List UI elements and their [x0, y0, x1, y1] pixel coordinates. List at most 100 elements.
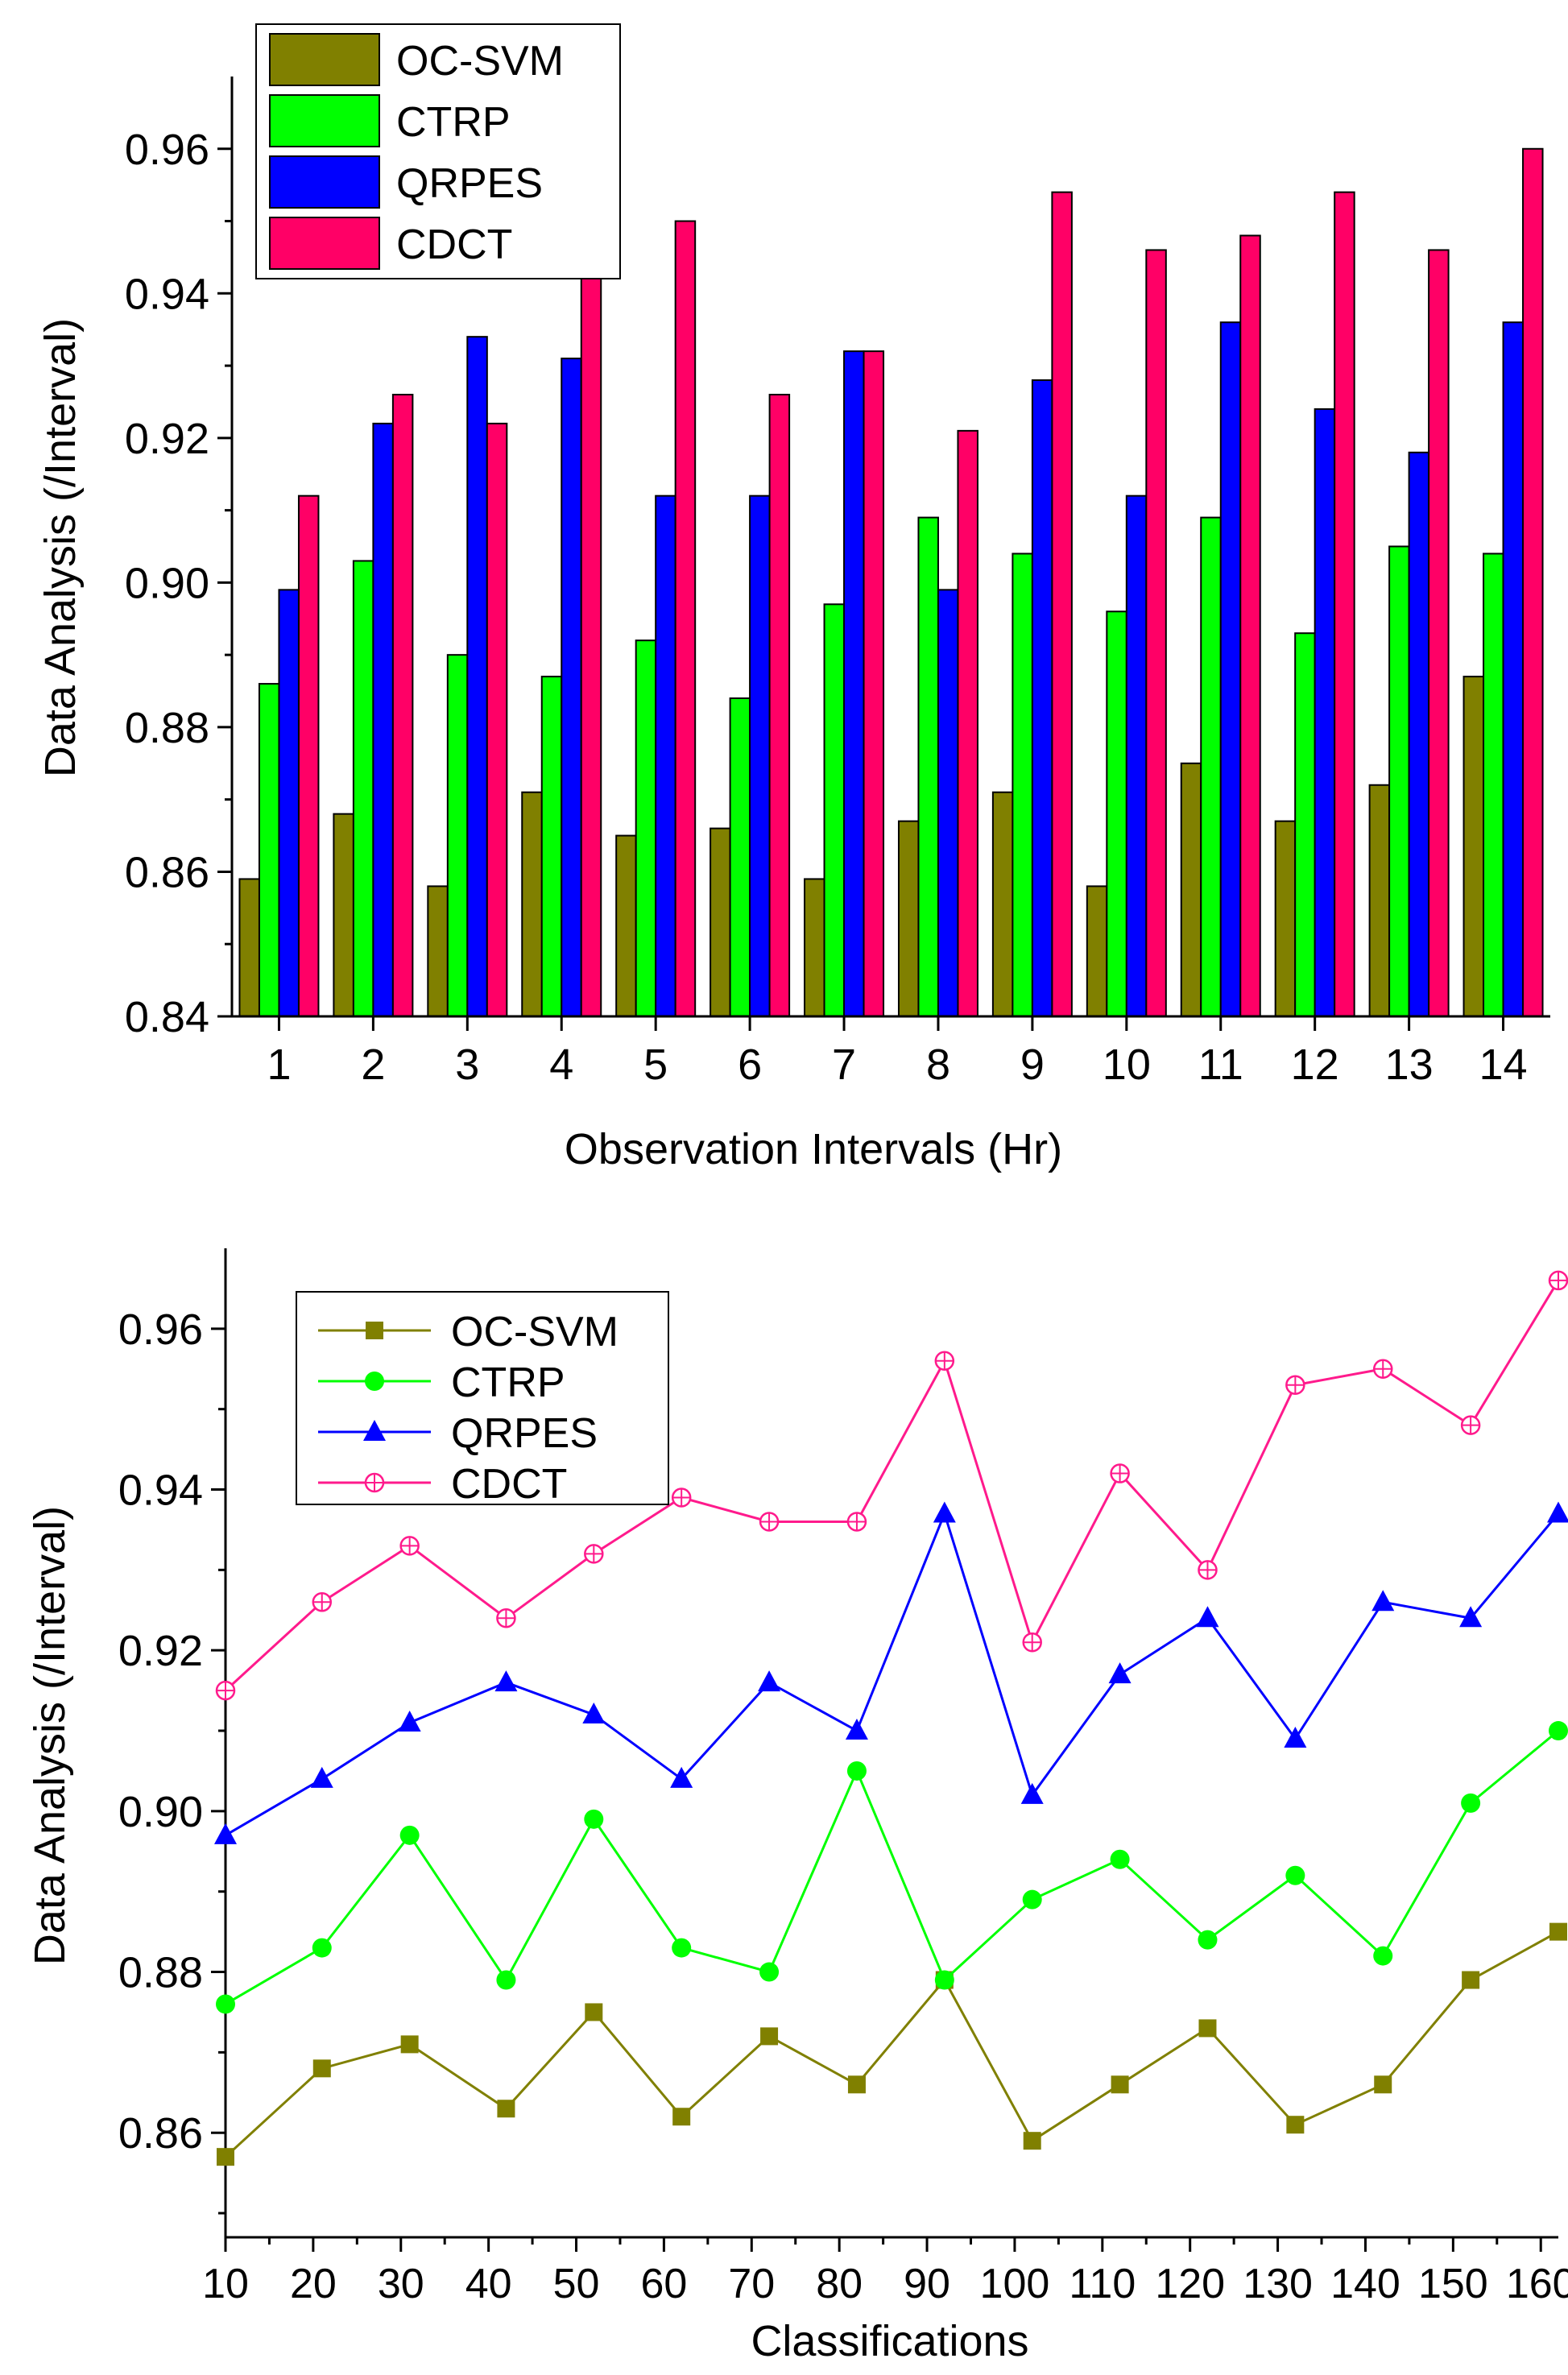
- bar-ctrp-10: [1106, 610, 1127, 1017]
- bar-cdct-6: [768, 393, 791, 1017]
- bar-qrpes-11: [1219, 321, 1242, 1017]
- bar-oc-svm-8: [897, 820, 920, 1017]
- point-qrpes-31: [398, 1711, 421, 1732]
- line-y-tick-label: 0.94: [118, 1467, 203, 1515]
- line-series-ctrp: [225, 1729, 1559, 2005]
- line-y-tick-label: 0.88: [118, 1949, 203, 1997]
- point-oc-svm-82: [847, 2075, 866, 2094]
- line-x-tick-label: 120: [1155, 2261, 1225, 2307]
- point-ctrp-142: [1373, 1946, 1393, 1966]
- bar-oc-svm-14: [1463, 676, 1485, 1017]
- legend-label-ctrp: CTRP: [451, 1359, 565, 1406]
- point-oc-svm-152: [1462, 1971, 1480, 1989]
- line-x-tick-label: 50: [553, 2261, 600, 2307]
- point-ctrp-42: [496, 1970, 516, 1990]
- legend-label-ctrp: CTRP: [396, 99, 511, 146]
- bar-cdct-7: [863, 350, 885, 1018]
- legend-swatch-ctrp: [269, 94, 380, 147]
- line-x-tick-label: 160: [1506, 2261, 1568, 2307]
- bar-qrpes-14: [1502, 321, 1525, 1017]
- line-x-tick-label: 140: [1330, 2261, 1400, 2307]
- bar-qrpes-2: [372, 422, 394, 1017]
- point-oc-svm-112: [1111, 2075, 1129, 2094]
- bar-x-tick-label: 13: [1385, 1041, 1434, 1089]
- bar-qrpes-12: [1314, 408, 1336, 1017]
- point-cdct-21: [312, 1592, 333, 1612]
- bar-ctrp-11: [1200, 516, 1222, 1017]
- point-cdct-31: [399, 1536, 420, 1556]
- line-y-axis-label: Data Analysis (/Interval): [26, 1506, 74, 1965]
- bar-legend: OC-SVM CTRP QRPES CDCT: [255, 23, 621, 279]
- bar-qrpes-4: [561, 358, 582, 1018]
- line-series-qrpes: [225, 1510, 1560, 1837]
- point-ctrp-92: [934, 1970, 954, 1990]
- point-qrpes-102: [1020, 1782, 1044, 1804]
- line-chart-axes: [224, 1248, 1558, 2239]
- bar-y-tick-label: 0.88: [125, 704, 209, 752]
- point-oc-svm-62: [672, 2108, 691, 2126]
- bar-chart-axes: [230, 77, 1550, 1018]
- point-ctrp-152: [1461, 1793, 1481, 1813]
- bar-y-tick-label: 0.90: [125, 559, 209, 607]
- legend-swatch-oc-svm: [269, 33, 380, 86]
- bar-cdct-3: [486, 422, 508, 1017]
- point-qrpes-52: [582, 1703, 606, 1724]
- bar-series-group: [238, 147, 1544, 1018]
- point-cdct-142: [1372, 1359, 1393, 1380]
- line-legend-box: [296, 1291, 669, 1505]
- point-cdct-82: [846, 1512, 867, 1532]
- line-x-tick-label: 40: [465, 2261, 512, 2307]
- point-cdct-112: [1110, 1463, 1130, 1483]
- line-x-tick-label: 150: [1418, 2261, 1488, 2307]
- bar-y-tick-label: 0.84: [125, 993, 209, 1041]
- line-x-tick-label: 60: [640, 2261, 687, 2307]
- bar-oc-svm-2: [333, 813, 354, 1018]
- bar-x-tick-label: 10: [1103, 1041, 1151, 1089]
- line-series-group: [214, 1270, 1568, 2166]
- bar-cdct-5: [674, 220, 697, 1017]
- bar-oc-svm-13: [1368, 784, 1391, 1017]
- point-oc-svm-42: [497, 2100, 515, 2118]
- legend-marker-oc-svm: [366, 1322, 383, 1339]
- bar-chart: 0.840.860.880.900.920.940.96 1 2 3 4 5 6 7 8 9 10…: [36, 23, 1550, 1173]
- bar-ctrp-2: [352, 560, 374, 1017]
- point-qrpes-72: [758, 1670, 781, 1692]
- legend-marker-qrpes: [363, 1420, 386, 1441]
- point-qrpes-122: [1196, 1606, 1219, 1628]
- bar-cdct-11: [1239, 234, 1261, 1017]
- point-oc-svm-122: [1198, 2019, 1217, 2038]
- bar-oc-svm-12: [1274, 820, 1297, 1017]
- bar-x-tick-label: 4: [549, 1041, 573, 1089]
- line-y-tick-label: 0.96: [118, 1305, 203, 1354]
- bar-qrpes-13: [1408, 451, 1430, 1017]
- point-cdct-10: [215, 1680, 236, 1701]
- point-cdct-72: [759, 1512, 780, 1532]
- point-oc-svm-102: [1023, 2132, 1041, 2150]
- line-x-tick-label: 30: [378, 2261, 424, 2307]
- bar-y-tick-label: 0.92: [125, 415, 209, 463]
- point-ctrp-62: [672, 1938, 692, 1958]
- bar-qrpes-9: [1031, 379, 1053, 1017]
- bar-qrpes-1: [278, 589, 300, 1017]
- line-x-tick-label: 100: [980, 2261, 1050, 2307]
- bar-x-tick-label: 5: [643, 1041, 668, 1089]
- bar-oc-svm-1: [238, 878, 260, 1018]
- bar-x-tick-label: 9: [1020, 1041, 1045, 1089]
- point-qrpes-82: [845, 1719, 868, 1740]
- bar-y-tick-label: 0.96: [125, 126, 209, 174]
- point-cdct-162: [1548, 1270, 1568, 1291]
- bar-x-tick-label: 7: [832, 1041, 856, 1089]
- bar-qrpes-5: [655, 494, 676, 1017]
- bar-qrpes-7: [843, 350, 865, 1018]
- line-series-cdct: [224, 1280, 1560, 1692]
- point-oc-svm-132: [1286, 2116, 1305, 2134]
- point-oc-svm-142: [1374, 2075, 1392, 2094]
- bar-oc-svm-10: [1086, 885, 1108, 1018]
- line-x-tick-label: 10: [202, 2261, 249, 2307]
- bar-ctrp-6: [729, 697, 751, 1017]
- legend-label-cdct: CDCT: [396, 221, 512, 268]
- point-cdct-152: [1460, 1415, 1481, 1435]
- bar-oc-svm-9: [991, 791, 1014, 1017]
- bar-cdct-12: [1334, 191, 1355, 1017]
- line-x-ticks: 10 20 30 40 50 60 70 80 90 100 110 120 130 140 150 160: [202, 2237, 1568, 2307]
